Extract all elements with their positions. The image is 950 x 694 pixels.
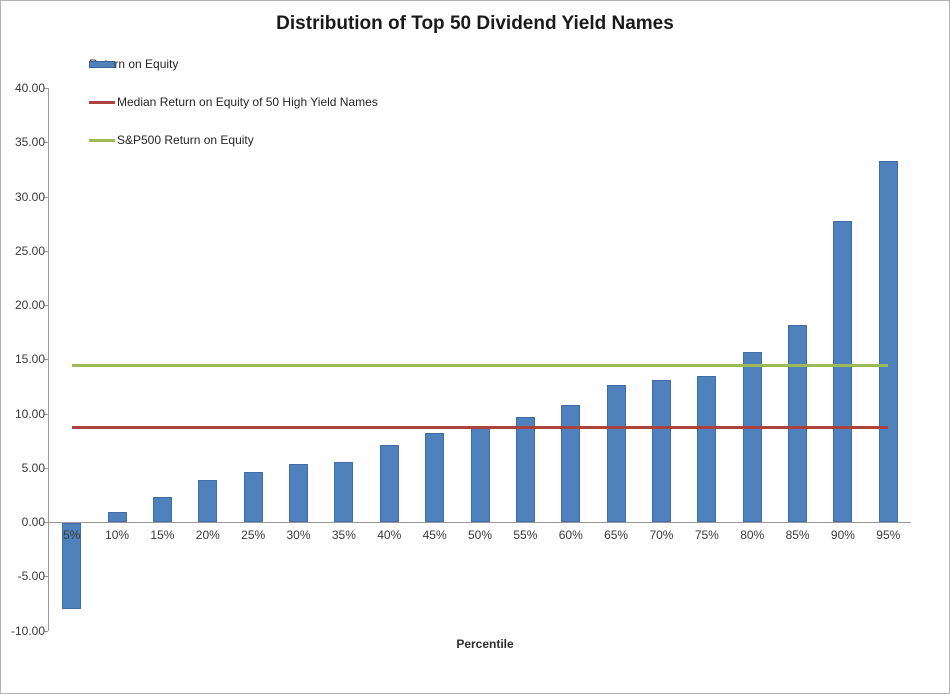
series-line-s-p500-return-on-equity <box>71 364 889 368</box>
legend-line-swatch-icon <box>89 138 115 142</box>
x-tick-label: 55% <box>513 528 538 542</box>
series-line-median-return-on-equity-of-50-high-yield-names <box>71 425 889 429</box>
bar-75% <box>697 375 717 522</box>
x-tick-label: 15% <box>150 528 175 542</box>
x-tick-label: 75% <box>694 528 719 542</box>
bar-55% <box>515 416 535 522</box>
x-tick-label: 50% <box>467 528 493 542</box>
bar-70% <box>651 379 671 522</box>
bar-5% <box>62 523 82 609</box>
bar-35% <box>334 462 354 522</box>
y-tick-label: 35.00 <box>14 135 45 150</box>
x-tick-label: 35% <box>331 528 356 542</box>
y-tick-label: 40.00 <box>14 81 45 95</box>
x-axis-line <box>49 522 911 523</box>
bar-20% <box>198 479 218 522</box>
y-tick-mark <box>44 142 48 144</box>
y-tick-mark <box>44 196 48 198</box>
x-tick-label: 70% <box>649 528 674 542</box>
x-tick-label: 25% <box>241 528 266 542</box>
y-tick-mark <box>44 413 48 415</box>
legend-item: S&P500 Return on Equity <box>89 132 254 148</box>
legend-bar-swatch-icon <box>89 60 115 68</box>
y-tick-mark <box>44 359 48 361</box>
y-tick-label: 30.00 <box>14 189 45 204</box>
bar-60% <box>561 404 581 522</box>
x-tick-label: 20% <box>195 528 220 542</box>
bar-65% <box>606 385 626 522</box>
y-tick-label: 10.00 <box>14 406 45 421</box>
y-tick-label: 20.00 <box>14 298 45 312</box>
bar-80% <box>742 351 762 522</box>
y-tick-label: 0.00 <box>21 515 45 529</box>
x-tick-label: 40% <box>377 528 402 542</box>
y-tick-mark <box>44 576 48 578</box>
bar-95% <box>878 160 898 522</box>
chart-title: Distribution of Top 50 Dividend Yield Na… <box>276 13 674 34</box>
x-tick-label: 10% <box>105 528 130 542</box>
bar-50% <box>470 426 490 522</box>
y-tick-mark <box>44 522 48 523</box>
x-tick-label: 80% <box>740 528 765 542</box>
x-tick-label: 85% <box>785 528 810 542</box>
legend-label: S&P500 Return on Equity <box>117 133 254 147</box>
legend-item: Return on Equity <box>89 56 178 72</box>
x-tick-label: 95% <box>876 528 901 542</box>
bar-30% <box>289 464 309 522</box>
bar-40% <box>379 444 399 522</box>
y-tick-mark <box>44 250 48 252</box>
x-tick-label: 60% <box>558 528 583 542</box>
x-tick-label: 90% <box>830 528 855 542</box>
y-tick-mark <box>44 305 48 306</box>
y-tick-mark <box>44 88 48 89</box>
x-tick-label: 45% <box>422 528 447 542</box>
bar-15% <box>152 497 172 522</box>
x-tick-label: 30% <box>286 528 311 542</box>
y-tick-label: 5.00 <box>21 460 45 475</box>
legend-label: Median Return on Equity of 50 High Yield… <box>117 95 378 109</box>
y-axis-line <box>48 88 49 631</box>
y-tick-label: -10.00 <box>10 623 45 638</box>
y-tick-mark <box>44 467 48 469</box>
bar-85% <box>788 324 808 522</box>
legend-line-swatch-icon <box>89 100 115 104</box>
x-tick-label: 65% <box>604 528 629 542</box>
x-tick-label: 5% <box>63 528 81 542</box>
bar-90% <box>833 221 853 522</box>
y-tick-mark <box>44 630 48 632</box>
legend-item: Median Return on Equity of 50 High Yield… <box>89 94 378 110</box>
bar-10% <box>107 512 127 522</box>
x-axis-title: Percentile <box>456 637 514 651</box>
bar-45% <box>425 433 445 522</box>
y-tick-label: 25.00 <box>14 243 45 258</box>
y-tick-label: -5.00 <box>17 569 45 584</box>
y-tick-label: 15.00 <box>14 352 45 367</box>
bar-25% <box>243 472 263 522</box>
